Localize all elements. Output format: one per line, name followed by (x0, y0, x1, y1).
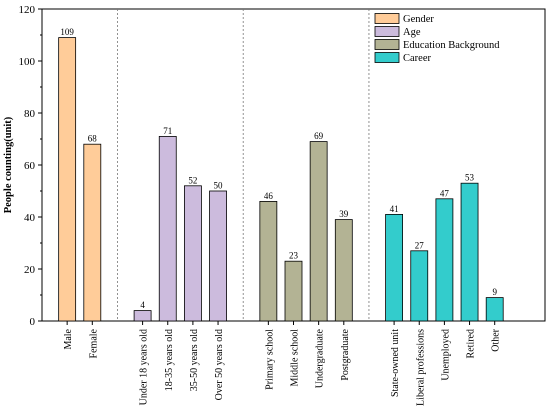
data-label: 68 (88, 134, 98, 144)
data-label: 52 (188, 175, 197, 185)
x-tick-label: Male (63, 328, 74, 349)
data-label: 41 (390, 204, 399, 214)
y-tick-label: 40 (24, 212, 36, 224)
legend-swatch (374, 13, 400, 24)
data-label: 109 (60, 27, 74, 37)
legend-label: Age (403, 27, 421, 38)
bar (485, 297, 504, 322)
bar (183, 185, 202, 322)
bar (83, 143, 102, 322)
x-tick-label: Female (88, 328, 99, 358)
legend-swatch (374, 26, 400, 37)
x-tick-label: Other (491, 328, 502, 351)
data-label: 4 (140, 300, 145, 310)
y-tick-label: 100 (19, 56, 36, 68)
legend-label: Education Background (403, 40, 500, 51)
bar (460, 182, 479, 322)
x-tick-label: 35-50 years old (189, 329, 200, 391)
data-label: 53 (465, 173, 475, 183)
legend-swatch (374, 39, 400, 50)
bar (133, 310, 152, 322)
bar (309, 141, 328, 322)
bar (334, 219, 353, 322)
x-tick-label: Undergraduate (315, 328, 326, 388)
y-tick-label: 120 (19, 4, 36, 16)
bar (58, 37, 77, 322)
x-tick-label: Liberal professions (415, 329, 426, 406)
x-tick-label: Middle school (290, 329, 301, 387)
labels: 109 Male 68 Female 4 Under 18 years old 71 18-3… (60, 27, 501, 406)
x-tick-label: Retired (466, 329, 477, 358)
bar (259, 200, 278, 322)
data-label: 39 (339, 209, 349, 219)
bars (58, 37, 504, 322)
legend-swatch (374, 52, 400, 63)
x-tick-label: State-owned unit (390, 329, 401, 397)
y-tick-label: 80 (24, 108, 36, 120)
x-tick-label: Over 50 years old (214, 329, 225, 400)
data-label: 50 (214, 181, 224, 191)
legend-label: Career (403, 53, 431, 64)
data-label: 23 (289, 251, 299, 261)
bar (435, 198, 454, 322)
data-label: 27 (415, 240, 425, 250)
bar (385, 213, 404, 322)
x-tick-label: 18-35 years old (164, 329, 175, 391)
data-label: 47 (440, 188, 450, 198)
bar (284, 260, 303, 322)
data-label: 9 (492, 287, 497, 297)
data-label: 46 (264, 191, 274, 201)
bar (410, 250, 429, 322)
y-tick-label: 60 (24, 160, 36, 172)
data-label: 69 (314, 131, 324, 141)
bar (158, 135, 177, 322)
x-tick-label: Postgraduate (340, 328, 351, 380)
y-tick-label: 20 (24, 264, 36, 276)
data-label: 71 (163, 126, 172, 136)
legend-label: Gender (403, 14, 434, 25)
x-tick-label: Under 18 years old (139, 329, 150, 405)
y-tick-label: 0 (30, 316, 36, 328)
x-tick-label: Unemployed (440, 329, 451, 381)
bar (209, 190, 227, 322)
x-tick-label: Primary school (264, 329, 275, 390)
y-axis-title: People counting(unit) (3, 116, 14, 213)
legend: Gender Age Education Background Career (374, 13, 500, 64)
